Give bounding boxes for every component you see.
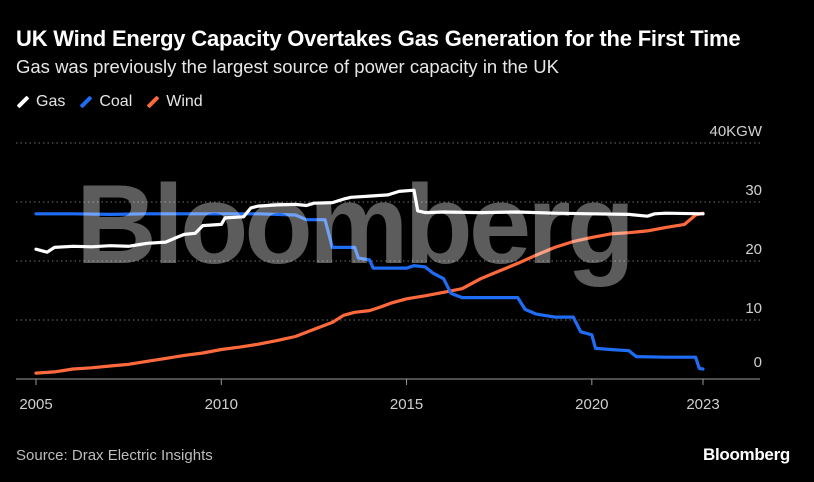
legend-label-coal: Coal (99, 93, 133, 110)
chart-subtitle: Gas was previously the largest source of… (16, 56, 559, 77)
series-line-wind (34, 211, 705, 375)
y-tick-label-10: 10 (745, 300, 762, 317)
legend-item-coal: Coal (79, 93, 132, 111)
chart-title: UK Wind Energy Capacity Overtakes Gas Ge… (16, 26, 741, 51)
chart-legend: Gas Coal Wind (16, 93, 203, 111)
y-tick-label-0: 0 (754, 354, 762, 371)
y-tick-label-40: 40KGW (709, 123, 762, 140)
chart-series (34, 188, 705, 375)
source-note: Source: Drax Electric Insights (16, 447, 213, 464)
bloomberg-logo: Bloomberg (702, 445, 790, 464)
y-tick-label-30: 30 (745, 182, 762, 199)
x-tick-label-2005: 2005 (19, 396, 52, 413)
legend-item-gas: Gas (16, 93, 65, 111)
y-axis-ticks: 0 10 20 30 40KGW (709, 123, 762, 371)
x-axis-ticks: 2005 2010 2015 2020 2023 (19, 379, 720, 413)
legend-label-gas: Gas (36, 93, 66, 110)
series-line-coal (34, 212, 705, 371)
x-tick-label-2020: 2020 (575, 396, 608, 413)
legend-label-wind: Wind (166, 93, 203, 110)
x-tick-label-2010: 2010 (205, 396, 238, 413)
y-tick-label-20: 20 (745, 241, 762, 258)
legend-item-wind: Wind (146, 93, 203, 111)
x-tick-label-2023: 2023 (686, 396, 719, 413)
x-tick-label-2015: 2015 (390, 396, 423, 413)
series-line-gas (34, 188, 705, 254)
